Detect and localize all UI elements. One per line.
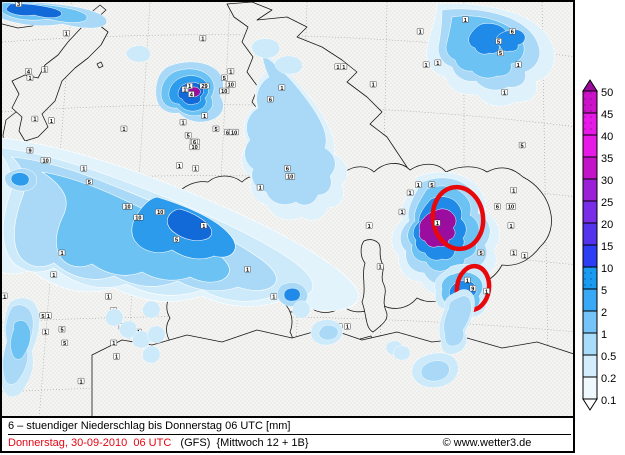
svg-text:35: 35 [601, 153, 613, 165]
svg-text:50: 50 [601, 87, 613, 99]
svg-text:40: 40 [601, 131, 613, 143]
svg-text:0.1: 0.1 [601, 395, 616, 407]
svg-text:25: 25 [601, 197, 613, 209]
svg-text:45: 45 [601, 109, 613, 121]
svg-text:1: 1 [601, 329, 607, 341]
svg-text:10: 10 [601, 263, 613, 275]
svg-text:0.5: 0.5 [601, 351, 616, 363]
svg-text:30: 30 [601, 175, 613, 187]
svg-text:15: 15 [601, 241, 613, 253]
svg-text:20: 20 [601, 219, 613, 231]
svg-text:2: 2 [601, 307, 607, 319]
svg-text:0.2: 0.2 [601, 373, 616, 385]
svg-text:5: 5 [601, 285, 607, 297]
